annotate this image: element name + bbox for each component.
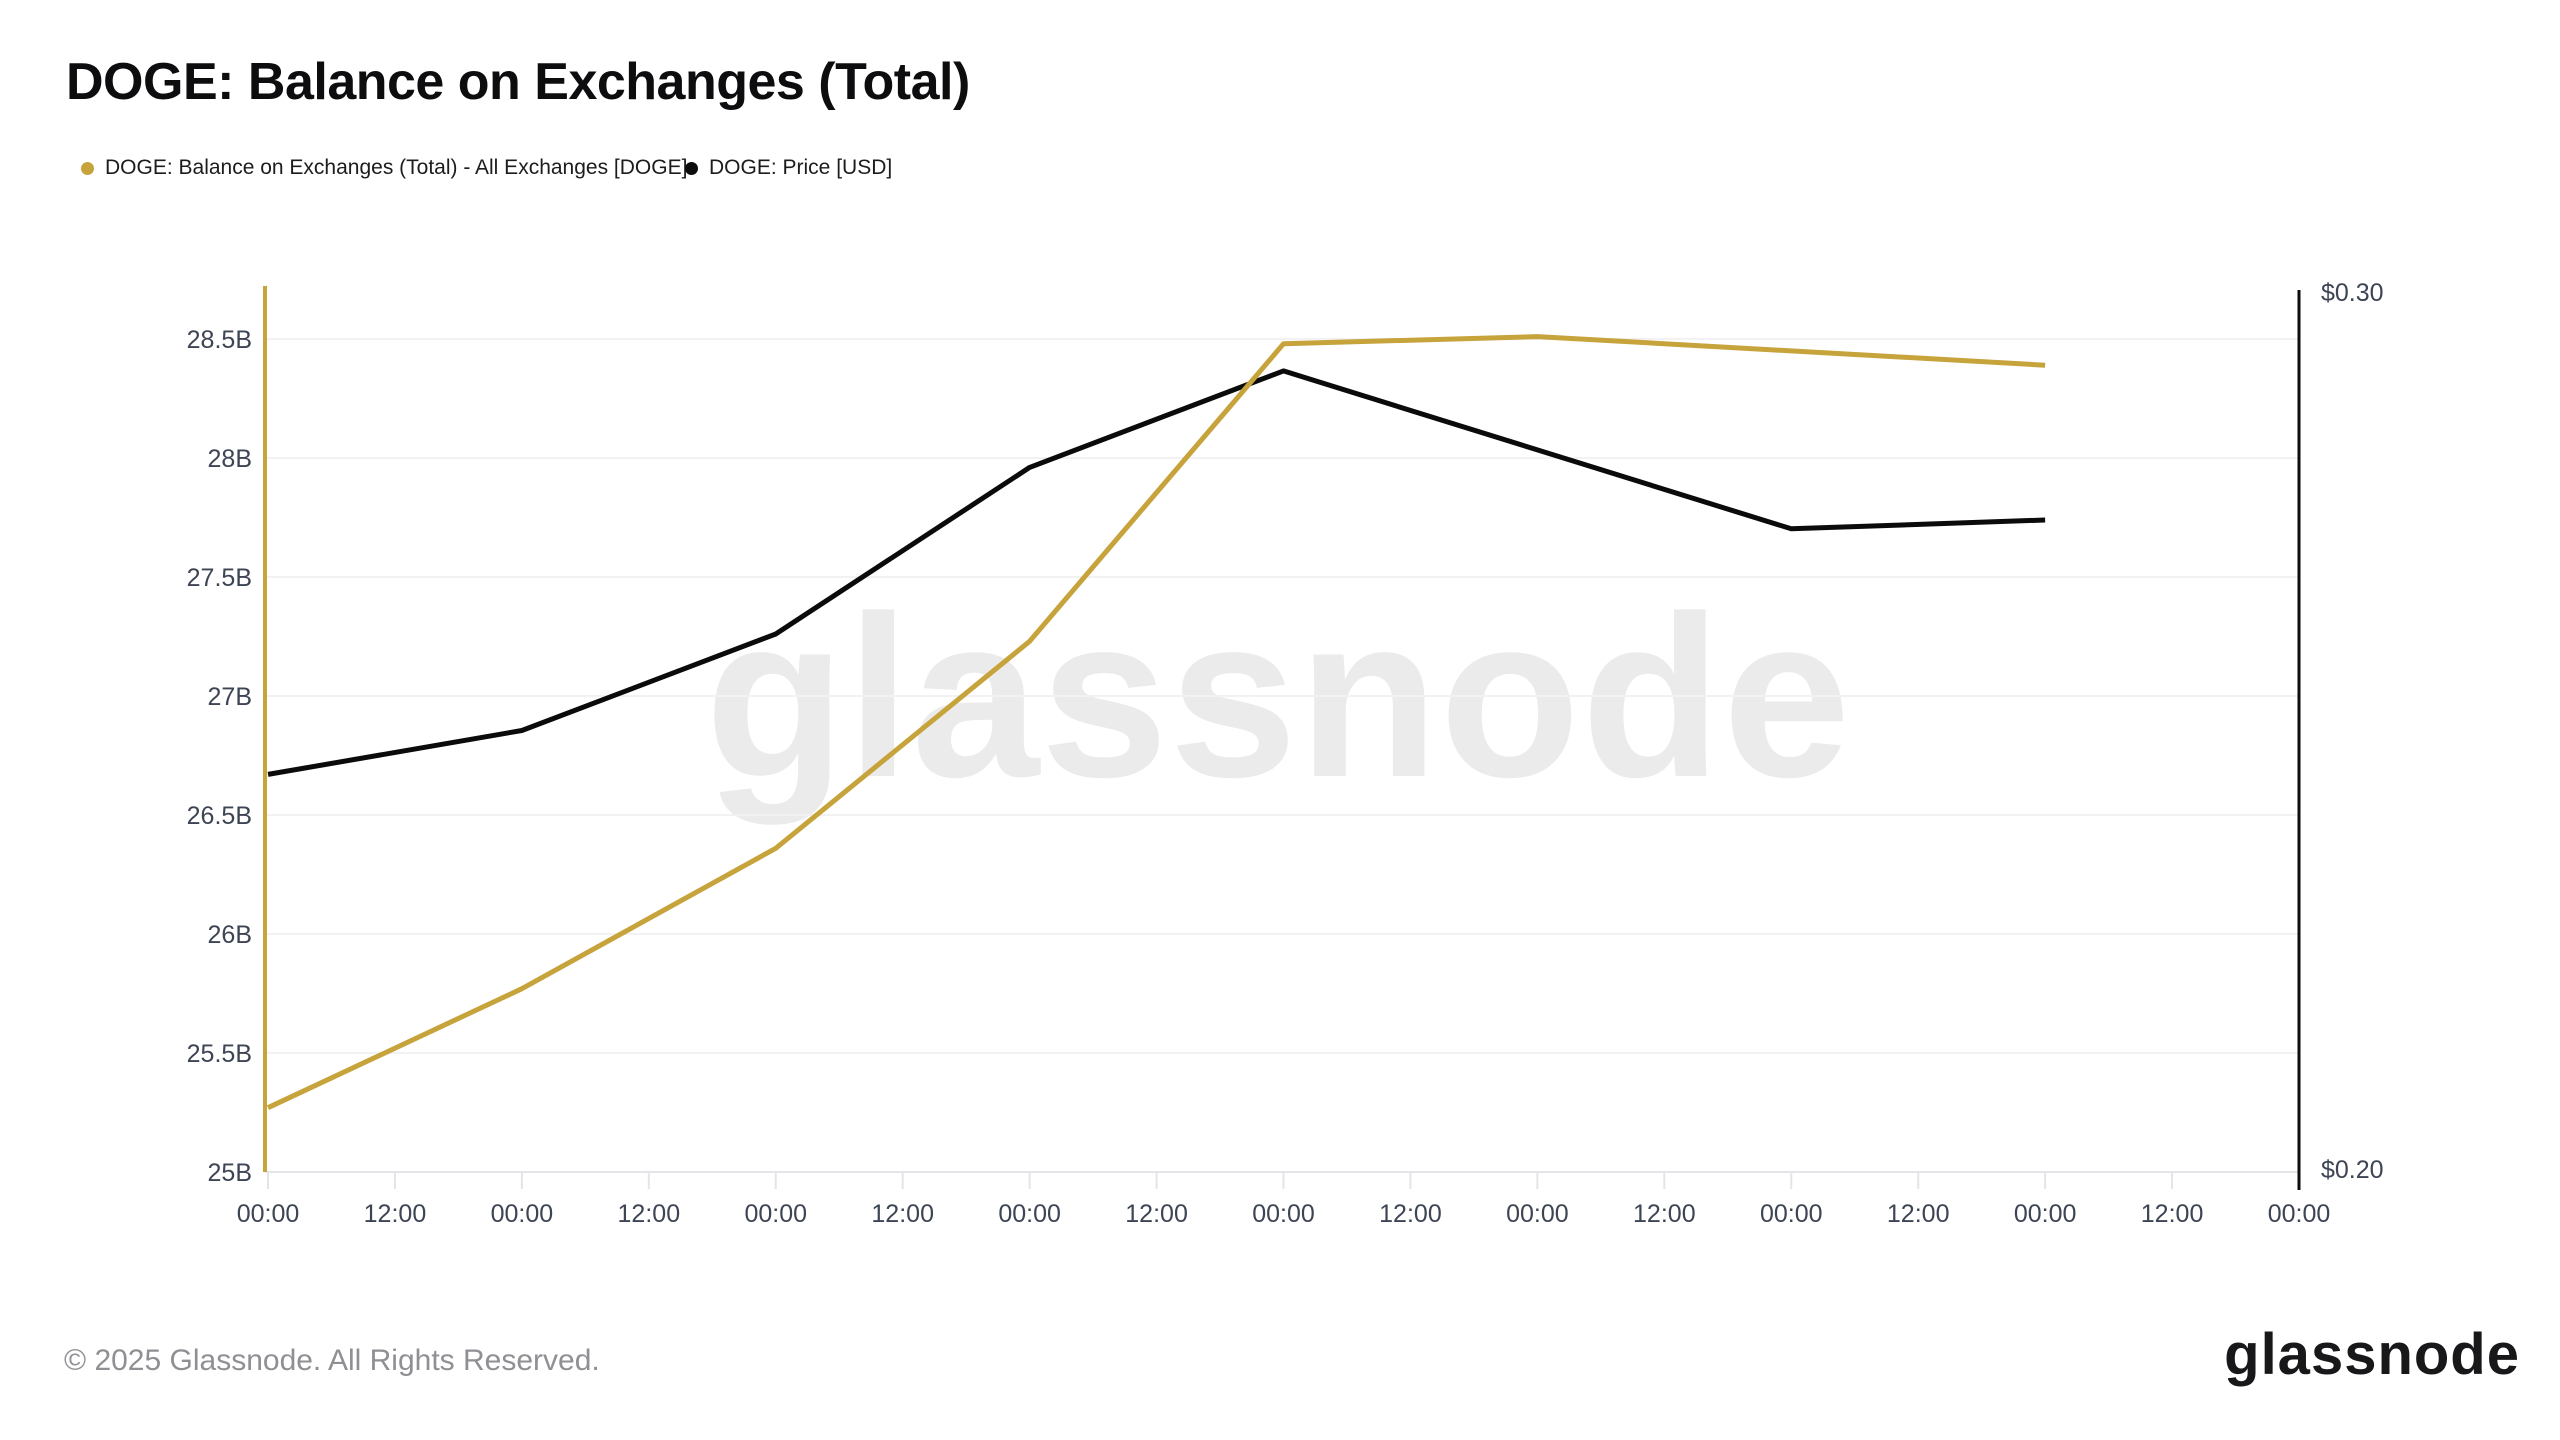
copyright-text: © 2025 Glassnode. All Rights Reserved. — [64, 1344, 600, 1377]
x-tick-label: 12:00 — [2141, 1200, 2204, 1228]
x-tick-label: 00:00 — [998, 1200, 1061, 1228]
x-tick-label: 00:00 — [237, 1200, 300, 1228]
x-tick-label: 12:00 — [871, 1200, 934, 1228]
legend-label-price: DOGE: Price [USD] — [709, 156, 893, 179]
y-tick-label-left: 27.5B — [187, 564, 252, 592]
legend: DOGE: Balance on Exchanges (Total) - All… — [0, 156, 2560, 190]
x-tick-label: 12:00 — [1633, 1200, 1696, 1228]
legend-item-balance[interactable]: DOGE: Balance on Exchanges (Total) - All… — [81, 156, 687, 180]
x-tick-label: 00:00 — [2014, 1200, 2077, 1228]
glassnode-logo: glassnode — [2224, 1322, 2520, 1387]
x-tick-label: 00:00 — [1760, 1200, 1823, 1228]
legend-item-price[interactable]: DOGE: Price [USD] — [685, 156, 892, 180]
x-tick-label: 12:00 — [1887, 1200, 1950, 1228]
balance-series-dot-icon — [81, 161, 94, 175]
y-tick-label-right: $0.20 — [2321, 1156, 2384, 1184]
x-tick-label: 00:00 — [491, 1200, 554, 1228]
y-tick-label-left: 28.5B — [187, 326, 252, 354]
y-tick-label-right: $0.30 — [2321, 279, 2384, 307]
x-tick-label: 00:00 — [1506, 1200, 1569, 1228]
price-series-dot-icon — [685, 161, 698, 175]
x-tick-label: 00:00 — [744, 1200, 807, 1228]
y-tick-label-left: 25.5B — [187, 1040, 252, 1068]
x-tick-label: 12:00 — [1125, 1200, 1188, 1228]
balance-series-line[interactable] — [266, 334, 2046, 1110]
legend-label-balance: DOGE: Balance on Exchanges (Total) - All… — [105, 156, 688, 179]
y-tick-label-left: 26.5B — [187, 802, 252, 830]
x-tick-label: 00:00 — [2268, 1200, 2331, 1228]
page-title: DOGE: Balance on Exchanges (Total) — [66, 53, 970, 111]
x-tick-label: 00:00 — [1252, 1200, 1315, 1228]
price-series-line[interactable] — [267, 368, 2046, 777]
y-tick-label-left: 26B — [208, 921, 252, 949]
x-tick-label: 12:00 — [618, 1200, 681, 1228]
y-tick-label-left: 28B — [208, 445, 252, 473]
x-tick-label: 12:00 — [1379, 1200, 1442, 1228]
y-tick-label-left: 27B — [208, 683, 252, 711]
x-tick-label: 12:00 — [364, 1200, 427, 1228]
y-tick-label-left: 25B — [208, 1159, 252, 1187]
